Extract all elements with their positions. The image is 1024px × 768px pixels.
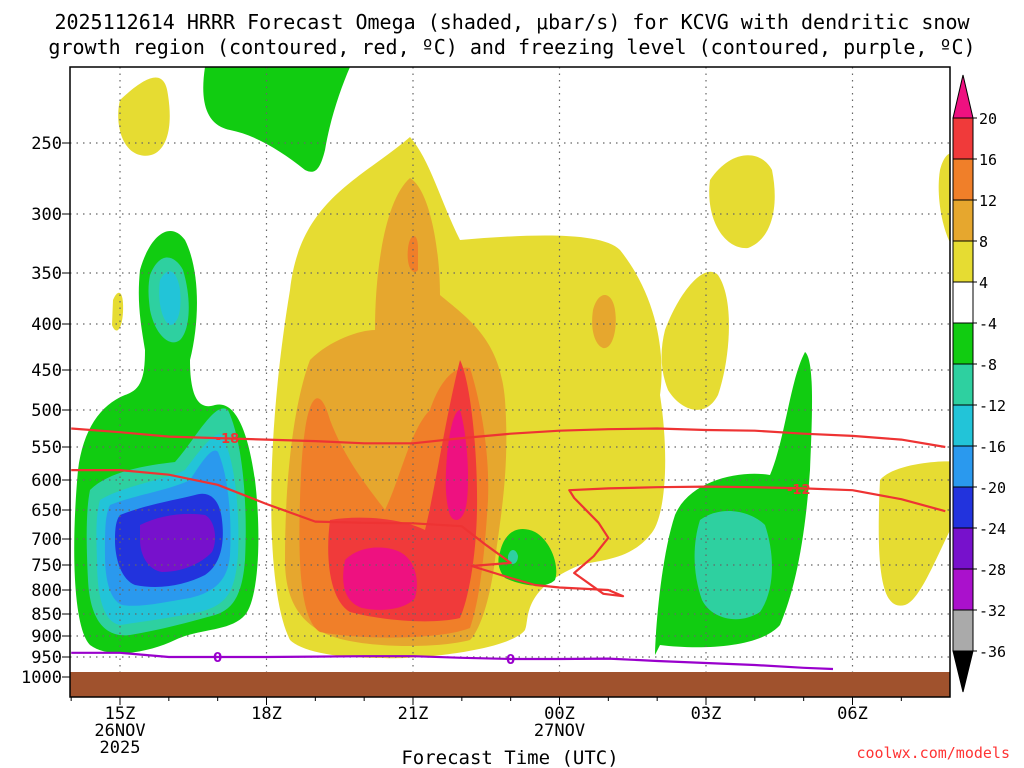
- colorbar-tick-label--36: -36: [979, 643, 1006, 661]
- x-tick-label-00Z-1: 27NOV: [534, 721, 585, 741]
- colorbar-tick-label-4: 4: [979, 274, 988, 292]
- y-tick-label-250: 250: [31, 134, 62, 154]
- omega-region-magenta-lower: [343, 547, 417, 610]
- y-tick-label-700: 700: [31, 530, 62, 550]
- colorbar-bin--8--4: [952, 322, 974, 365]
- contour-line--18: [71, 427, 946, 449]
- contour-line-0: [71, 651, 834, 671]
- omega-region-purple: [140, 513, 216, 572]
- y-tick-label-600: 600: [31, 471, 62, 491]
- contour-label--12-1: -12: [787, 483, 811, 498]
- colorbar-tick-label-8: 8: [979, 233, 988, 251]
- x-tick-label-06Z-0: 06Z: [837, 704, 868, 724]
- y-tick-label-450: 450: [31, 361, 62, 381]
- x-tick-label-15Z-1: 26NOV: [94, 721, 145, 741]
- credit-text: coolwx.com/models: [856, 744, 1010, 762]
- plot-frame: [69, 66, 951, 698]
- omega-region-yellow-edge-right: [938, 153, 950, 243]
- colorbar-bin--12--8: [952, 363, 974, 406]
- y-tick-label-300: 300: [31, 205, 62, 225]
- contour-labels: -18 -12 0 0: [213, 432, 811, 668]
- colorbar-bin-12-16: [952, 158, 974, 201]
- colorbar-bin--28--24: [952, 527, 974, 570]
- colorbar-tick-label--8: -8: [979, 356, 997, 374]
- chart-title-line1: 2025112614 HRRR Forecast Omega (shaded, …: [54, 10, 970, 34]
- omega-region-yellow-right-column: [661, 271, 729, 410]
- colorbar-tick-label--4: -4: [979, 315, 997, 333]
- colorbar-tick-label--16: -16: [979, 438, 1006, 456]
- contour-label-0-1: 0: [213, 651, 222, 666]
- colorbar-bin--20--16: [952, 445, 974, 488]
- colorbar-bin-8-12: [952, 199, 974, 242]
- ground-surface: [70, 672, 950, 697]
- plot-area: -18 -12 0 0: [69, 66, 951, 698]
- colorbar-tick-label-20: 20: [979, 110, 997, 128]
- colorbar-bin--4-4: [952, 281, 974, 324]
- colorbar-tick-label--28: -28: [979, 561, 1006, 579]
- colorbar-bin-16-20: [952, 117, 974, 160]
- x-tick-label-03Z-0: 03Z: [691, 704, 722, 724]
- y-tick-label-500: 500: [31, 401, 62, 421]
- omega-region-yellow-upper-left: [118, 77, 170, 156]
- colorbar: 20 16 12 8 4 -4 -8 -12 -16 -20 -24 -28 -32 -36: [952, 74, 1006, 693]
- colorbar-bin--32--28: [952, 568, 974, 611]
- omega-region-green-right: [655, 352, 813, 655]
- y-tick-label-1000: 1000: [21, 668, 62, 688]
- colorbar-bin-4-8: [952, 240, 974, 283]
- colorbar-tick-label--24: -24: [979, 520, 1006, 538]
- y-tick-label-950: 950: [31, 648, 62, 668]
- y-axis: 2503003504004505005506006507007508008509…: [21, 134, 70, 688]
- y-tick-label-650: 650: [31, 501, 62, 521]
- colorbar-tick-label-16: 16: [979, 151, 997, 169]
- x-tick-label-18Z-0: 18Z: [251, 704, 282, 724]
- colorbar-tick-label--12: -12: [979, 397, 1006, 415]
- omega-region-gold-right: [592, 295, 616, 349]
- contour-lines: [71, 427, 946, 671]
- x-tick-label-00Z-0: 00Z: [544, 704, 575, 724]
- x-tick-label-21Z-0: 21Z: [398, 704, 429, 724]
- omega-region-orange-top: [407, 236, 418, 272]
- omega-region-green-top: [203, 67, 350, 172]
- omega-region-green-small: [498, 529, 557, 586]
- colorbar-bottom-arrow: [952, 650, 974, 693]
- omega-region-yellow-upper-right: [709, 155, 775, 249]
- y-tick-label-900: 900: [31, 627, 62, 647]
- omega-region-teal-dot: [508, 550, 518, 564]
- chart-title-line2: growth region (contoured, red, ºC) and f…: [48, 35, 975, 59]
- colorbar-tick-label--32: -32: [979, 602, 1006, 620]
- y-tick-label-350: 350: [31, 264, 62, 284]
- colorbar-tick-label-12: 12: [979, 192, 997, 210]
- contour-label-0-2: 0: [506, 653, 515, 668]
- y-tick-label-850: 850: [31, 605, 62, 625]
- x-axis-title: Forecast Time (UTC): [401, 747, 618, 768]
- x-tick-label-15Z-2: 2025: [100, 738, 141, 758]
- colorbar-bin-gray: [952, 609, 974, 652]
- contour-label--18-1: -18: [216, 432, 240, 447]
- x-tick-label-15Z-0: 15Z: [105, 704, 136, 724]
- colorbar-top-arrow: [952, 74, 974, 119]
- y-tick-label-750: 750: [31, 556, 62, 576]
- y-tick-label-400: 400: [31, 315, 62, 335]
- y-tick-label-800: 800: [31, 581, 62, 601]
- colorbar-bin--24--20: [952, 486, 974, 529]
- omega-region-cyan-left: [159, 271, 181, 325]
- contour-line--12: [71, 469, 946, 598]
- colorbar-bin--16--12: [952, 404, 974, 447]
- colorbar-tick-label--20: -20: [979, 479, 1006, 497]
- y-tick-label-550: 550: [31, 438, 62, 458]
